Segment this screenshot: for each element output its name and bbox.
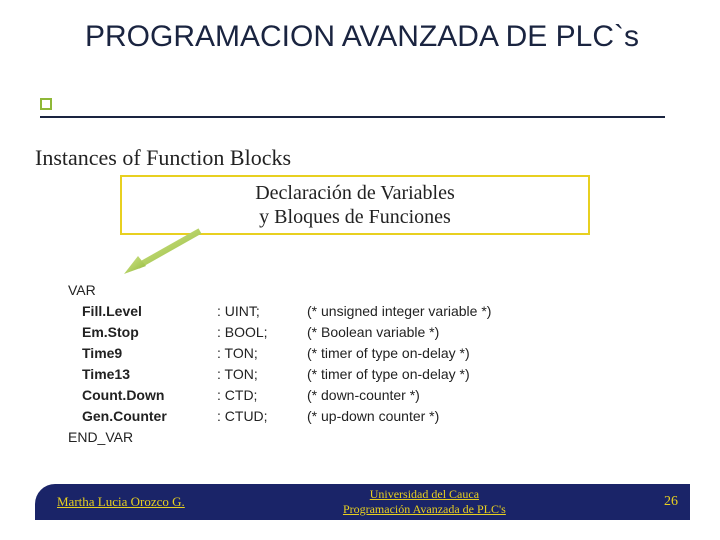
var-name: Time9 <box>82 343 217 364</box>
var-row: Em.Stop : BOOL; (* Boolean variable *) <box>82 322 567 343</box>
footer-author: Martha Lucia Orozco G. <box>57 494 185 510</box>
bullet-decoration <box>40 98 52 110</box>
var-type: : TON; <box>217 343 307 364</box>
var-comment: (* timer of type on-delay *) <box>307 343 567 364</box>
var-comment: (* timer of type on-delay *) <box>307 364 567 385</box>
var-type: : BOOL; <box>217 322 307 343</box>
var-row: Count.Down : CTD; (* down-counter *) <box>82 385 567 406</box>
var-name: Em.Stop <box>82 322 217 343</box>
footer-institution: Universidad del Cauca Programación Avanz… <box>185 487 664 517</box>
callout-box: Declaración de Variables y Bloques de Fu… <box>120 175 590 235</box>
var-name: Gen.Counter <box>82 406 217 427</box>
arrow-icon <box>120 228 210 278</box>
footer-page-number: 26 <box>664 494 678 510</box>
var-name: Time13 <box>82 364 217 385</box>
section-subtitle: Instances of Function Blocks <box>35 145 291 171</box>
footer-inst-line1: Universidad del Cauca <box>185 487 664 502</box>
code-block: VAR Fill.Level : UINT; (* unsigned integ… <box>68 280 567 448</box>
var-row: Time9 : TON; (* timer of type on-delay *… <box>82 343 567 364</box>
var-name: Fill.Level <box>82 301 217 322</box>
var-row: Time13 : TON; (* timer of type on-delay … <box>82 364 567 385</box>
var-type: : UINT; <box>217 301 307 322</box>
var-comment: (* up-down counter *) <box>307 406 567 427</box>
footer-inst-line2: Programación Avanzada de PLC's <box>185 502 664 517</box>
var-type: : TON; <box>217 364 307 385</box>
var-close: END_VAR <box>68 427 567 448</box>
var-comment: (* unsigned integer variable *) <box>307 301 567 322</box>
var-comment: (* down-counter *) <box>307 385 567 406</box>
var-type: : CTUD; <box>217 406 307 427</box>
var-row: Fill.Level : UINT; (* unsigned integer v… <box>82 301 567 322</box>
var-name: Count.Down <box>82 385 217 406</box>
var-comment: (* Boolean variable *) <box>307 322 567 343</box>
var-open: VAR <box>68 280 567 301</box>
slide-title: PROGRAMACION AVANZADA DE PLC`s <box>85 18 680 56</box>
footer-bar: Martha Lucia Orozco G. Universidad del C… <box>35 484 690 520</box>
var-row: Gen.Counter : CTUD; (* up-down counter *… <box>82 406 567 427</box>
callout-line-2: y Bloques de Funciones <box>130 205 580 229</box>
title-underline <box>40 116 665 118</box>
var-type: : CTD; <box>217 385 307 406</box>
callout-line-1: Declaración de Variables <box>130 181 580 205</box>
